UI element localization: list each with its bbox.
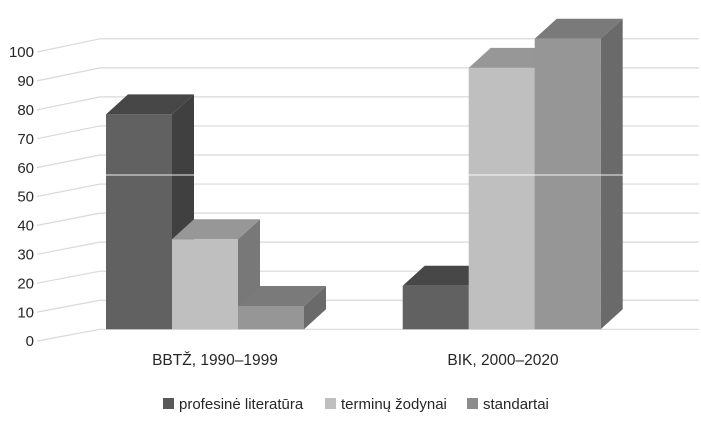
bar-3-group-2 (534, 18, 623, 330)
bar-front-face (534, 38, 601, 330)
bar-top-face (106, 94, 194, 115)
bar-front-face (238, 306, 304, 330)
bar-top-face (238, 286, 326, 307)
bar-side-face (600, 18, 623, 330)
legend-swatch (325, 398, 336, 409)
y-axis-tick-label: 80 (17, 102, 34, 119)
gridline (36, 328, 699, 342)
legend-label: standartai (483, 396, 549, 413)
y-axis-tick-label: 0 (26, 333, 34, 350)
bar-front-face (172, 239, 238, 330)
y-axis-tick-label: 20 (17, 275, 34, 292)
y-axis-tick-label: 100 (9, 44, 34, 61)
bar-3-group-1 (238, 286, 326, 330)
y-axis-tick-label: 70 (17, 131, 34, 148)
y-axis-tick-label: 30 (17, 247, 34, 264)
y-axis-tick-label: 10 (17, 304, 34, 321)
y-axis-tick-label: 60 (17, 160, 34, 177)
category-label: BBTŽ, 1990–1999 (152, 352, 278, 369)
y-axis-tick-label: 50 (17, 189, 34, 206)
y-axis-tick-label: 40 (17, 218, 34, 235)
legend-label: terminų žodynai (341, 396, 447, 413)
y-axis-tick-label: 90 (17, 73, 34, 90)
legend-swatch (163, 398, 174, 409)
bar-side-face (304, 286, 326, 330)
legend-label: profesinė literatūra (179, 396, 304, 413)
bar-top-face (534, 18, 623, 39)
category-label: BIK, 2000–2020 (447, 352, 559, 369)
bar-top-face (172, 219, 260, 240)
bar-front-face (402, 285, 469, 330)
bar-front-face (106, 114, 172, 330)
gridline (36, 38, 699, 53)
legend-swatch (467, 398, 478, 409)
bar-front-face (468, 67, 535, 330)
